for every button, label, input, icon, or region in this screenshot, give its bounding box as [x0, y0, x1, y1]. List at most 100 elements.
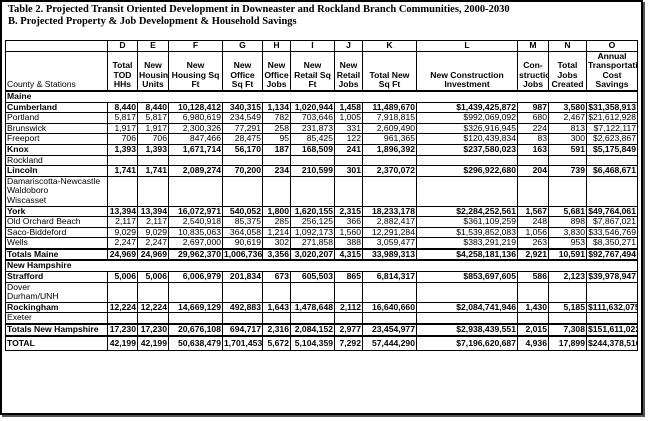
- value-cell: 605,503: [290, 271, 335, 283]
- value-cell: 847,466: [168, 133, 223, 145]
- value-cell: 703,646: [290, 112, 335, 124]
- value-cell: 57,444,290: [362, 334, 417, 351]
- station-name: Dover Durham/UNH: [5, 281, 108, 303]
- value-cell: 706: [107, 133, 138, 145]
- value-cell: 2,882,417: [362, 216, 417, 228]
- table-row: Dover Durham/UNH: [5, 281, 638, 303]
- table-row: Freeport 706 706 847,466 28,475 95 85,425 122 96…: [5, 133, 638, 145]
- value-cell: 673: [262, 271, 291, 283]
- table-row: Rockland: [5, 154, 638, 167]
- value-cell: 10,591: [548, 247, 587, 262]
- value-cell: [362, 281, 417, 303]
- value-cell: 241: [334, 143, 363, 156]
- value-cell: [334, 281, 363, 303]
- value-cell: 8,440: [107, 101, 138, 114]
- value-cell: 9,029: [107, 226, 138, 239]
- value-cell: 122: [334, 133, 363, 145]
- value-cell: 13,394: [137, 205, 169, 218]
- value-cell: 210,599: [290, 165, 335, 177]
- column-header: Annual Transportation Cost Savings: [586, 50, 638, 92]
- column-letter: N: [548, 40, 587, 52]
- station-name: Portland: [5, 112, 108, 124]
- value-cell: $7,867,021: [586, 216, 638, 228]
- column-header: New Retail Sq Ft: [290, 50, 335, 92]
- county-name: Strafford: [5, 271, 108, 283]
- value-cell: 234: [262, 165, 291, 177]
- table-row: Saco-Biddeford 9,029 9,029 10,835,063 364,05…: [5, 226, 638, 239]
- value-cell: 2,467: [548, 112, 587, 124]
- value-cell: 204: [517, 165, 549, 177]
- station-label: Exeter: [7, 312, 32, 323]
- station-name: Exeter: [5, 312, 108, 325]
- value-cell: 694,717: [222, 323, 263, 337]
- value-cell: 2,084,152: [290, 323, 335, 337]
- table-row: Brunswick 1,917 1,917 2,300,326 77,291 258 231…: [5, 122, 638, 135]
- value-cell: [334, 312, 363, 325]
- station-name: Old Orchard Beach: [5, 216, 108, 228]
- value-cell: 50,638,479: [168, 334, 223, 351]
- value-cell: [168, 312, 223, 325]
- value-cell: $6,468,671: [586, 165, 638, 177]
- value-cell: 163: [517, 143, 549, 156]
- value-cell: $2,284,252,561: [416, 205, 518, 218]
- value-cell: 28,475: [222, 133, 263, 145]
- value-cell: 12,291,284: [362, 226, 417, 239]
- station-label: Durham/UNH: [7, 291, 59, 302]
- value-cell: [290, 154, 335, 167]
- table-row: Maine: [5, 89, 638, 103]
- value-cell: 1,430: [517, 301, 549, 314]
- value-cell: [586, 175, 638, 207]
- value-cell: [290, 175, 335, 207]
- value-cell: 1,393: [137, 143, 169, 156]
- value-cell: 2,300,326: [168, 122, 223, 135]
- county-name: Cumberland: [5, 101, 108, 114]
- value-cell: $296,922,680: [416, 165, 518, 177]
- value-cell: 1,701,453: [222, 334, 263, 351]
- value-cell: 1,917: [107, 122, 138, 135]
- value-cell: 1,393: [107, 143, 138, 156]
- value-cell: [586, 154, 638, 167]
- value-cell: 301: [334, 165, 363, 177]
- column-letter: M: [517, 40, 549, 52]
- value-cell: [290, 312, 335, 325]
- value-cell: 3,020,207: [290, 247, 335, 262]
- value-cell: 739: [548, 165, 587, 177]
- value-cell: 10,128,412: [168, 101, 223, 114]
- value-cell: $383,291,219: [416, 237, 518, 250]
- value-cell: 24,969: [107, 247, 138, 262]
- value-cell: 263: [517, 237, 549, 250]
- column-letter: J: [334, 40, 363, 52]
- value-cell: 12,224: [107, 301, 138, 314]
- county-name: York: [5, 205, 108, 218]
- value-cell: 5,681: [548, 205, 587, 218]
- value-cell: 17,230: [137, 323, 169, 337]
- value-cell: 17,230: [107, 323, 138, 337]
- value-cell: $2,084,741,946: [416, 301, 518, 314]
- value-cell: 2,316: [262, 323, 291, 337]
- value-cell: 300: [548, 133, 587, 145]
- value-cell: 302: [262, 237, 291, 250]
- value-cell: [416, 281, 518, 303]
- value-cell: 1,643: [262, 301, 291, 314]
- column-header: Con-struction Jobs: [517, 50, 549, 92]
- column-letter: L: [416, 40, 518, 52]
- total-name: Totals Maine: [5, 247, 108, 262]
- county-name: Lincoln: [5, 165, 108, 177]
- table-row: Wells 2,247 2,247 2,697,000 90,619 302 271,858…: [5, 237, 638, 250]
- value-cell: $326,916,945: [416, 122, 518, 135]
- value-cell: 492,883: [222, 301, 263, 314]
- value-cell: [517, 175, 549, 207]
- table-row: Portland 5,817 5,817 6,980,619 234,549 782 703…: [5, 112, 638, 124]
- station-label: Rockland: [7, 155, 43, 165]
- value-cell: 591: [548, 143, 587, 156]
- column-letter: G: [222, 40, 263, 52]
- column-header: New Construction Investment: [416, 50, 518, 92]
- table-row: Old Orchard Beach 2,117 2,117 2,540,918 85,3…: [5, 216, 638, 228]
- station-label: Damariscotta-Newcastle: [7, 176, 101, 186]
- value-cell: $992,069,092: [416, 112, 518, 124]
- value-cell: 1,560: [334, 226, 363, 239]
- value-cell: 1,134: [262, 101, 291, 114]
- value-cell: 1,458: [334, 101, 363, 114]
- value-cell: [222, 175, 263, 207]
- section-name: Maine: [5, 89, 638, 103]
